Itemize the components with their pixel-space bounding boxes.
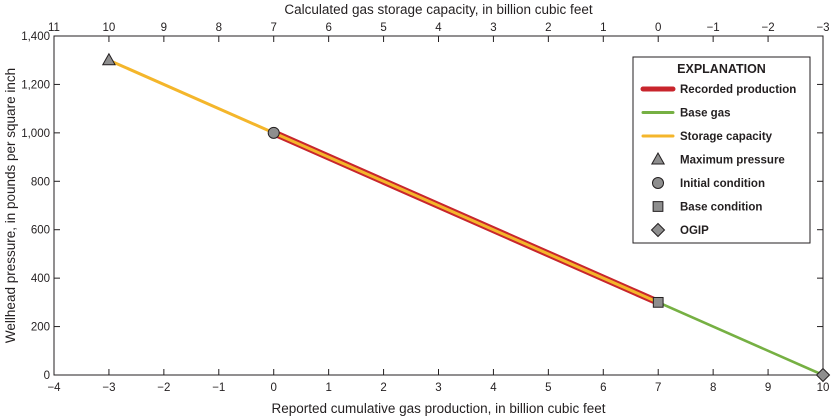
legend-marker-triangle [650,151,666,165]
x-tick-label: −3 [102,382,115,394]
y-tick-label: 1,200 [21,79,50,91]
legend-item-label: Initial condition [680,178,765,190]
x-tick-label: 5 [545,382,551,394]
marker-initial-condition [267,126,280,139]
x-axis-title: Reported cumulative gas production, in b… [272,401,606,416]
x-tick-label: 9 [765,382,771,394]
legend-marker-circle [651,176,665,190]
x-tick-label: 1 [325,382,331,394]
top-axis-tick-label: 9 [161,22,167,34]
legend-item-label: Base condition [680,202,762,214]
top-axis-tick-label: 6 [325,22,331,34]
legend-item-label: Maximum pressure [680,155,785,167]
y-tick-label: 0 [44,370,50,382]
top-axis-tick-label: 3 [490,22,496,34]
x-tick-label: 7 [655,382,661,394]
legend-item-label: Storage capacity [680,131,773,143]
x-tick-label: 8 [710,382,716,394]
top-axis-title: Calculated gas storage capacity, in bill… [284,2,592,17]
x-tick-label: 4 [490,382,497,394]
y-tick-label: 1,400 [21,31,50,43]
top-axis-tick-label: 0 [655,22,661,34]
x-tick-label: 0 [271,382,277,394]
top-axis-tick-label: −3 [816,22,829,34]
x-tick-label: 3 [435,382,441,394]
legend: EXPLANATION Recorded production Base gas S… [632,56,811,244]
x-tick-label: −4 [47,382,61,394]
top-axis-tick-label: 4 [435,22,442,34]
top-axis-tick-label: 7 [271,22,277,34]
top-axis-tick-label: 5 [380,22,386,34]
legend-marker-square [652,201,664,212]
top-axis-tick-label: 10 [103,22,116,34]
legend-item-label: Base gas [680,108,731,120]
marker-ogip [815,367,831,383]
x-tick-label: −1 [212,382,225,394]
y-tick-label: 800 [31,176,50,188]
y-axis-title: Wellhead pressure, in pounds per square … [3,68,18,343]
x-tick-label: 2 [380,382,386,394]
legend-item-label: OGIP [680,225,709,237]
top-axis-tick-label: 8 [216,22,222,34]
x-tick-label: 6 [600,382,606,394]
y-tick-label: 1,000 [21,128,50,140]
top-axis-tick-label: 11 [48,22,60,34]
top-axis-tick-label: −1 [707,22,720,34]
y-tick-label: 400 [31,273,50,285]
legend-title: EXPLANATION [677,62,766,76]
legend-item-label: Recorded production [680,84,796,96]
top-axis-tick-label: −2 [762,22,775,34]
y-tick-label: 600 [31,225,50,237]
x-tick-label: −2 [157,382,170,394]
marker-base-condition [652,296,664,308]
series-line-storage-capacity [108,58,659,304]
top-axis-tick-label: 1 [600,22,606,34]
y-tick-label: 200 [31,322,50,334]
legend-marker-diamond [650,222,666,238]
top-axis-tick-label: 2 [545,22,551,34]
x-tick-label: 10 [817,382,830,394]
marker-maximum-pressure [101,52,116,66]
series-line-base-gas [657,301,824,377]
